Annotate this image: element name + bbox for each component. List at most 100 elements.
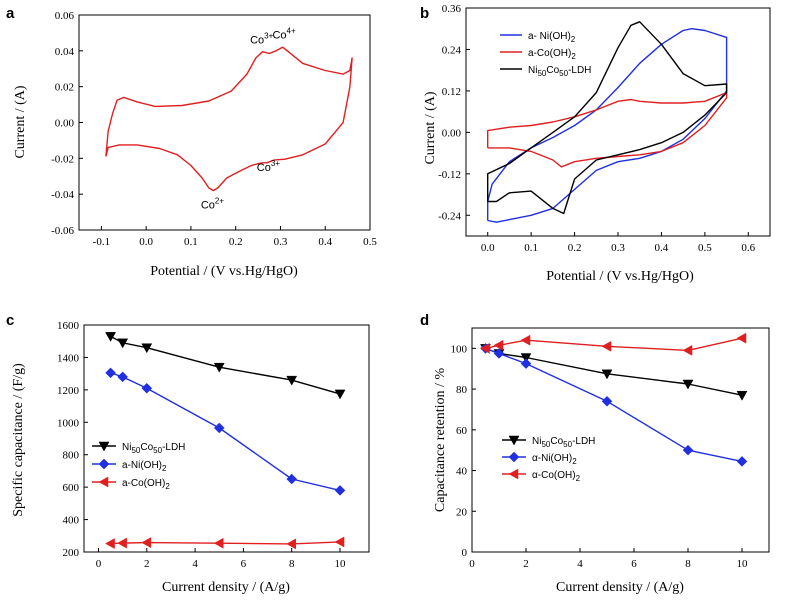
panel-d-data-point	[682, 344, 693, 356]
panel-c-ytick-label: 600	[63, 482, 80, 494]
panel-b-ytick-label: 0.36	[442, 3, 462, 15]
panel-b-xtick-label: 0.1	[524, 242, 538, 254]
panel-b-xtick-label: 0.2	[568, 242, 582, 254]
panel-a-frame	[78, 14, 371, 231]
panel-b-legend-label: Ni50Co50-LDH	[528, 65, 591, 78]
panel-d-data-point	[520, 334, 531, 346]
panel-d-legend: Ni50Co50-LDH α-Ni(OH)2 α-Co(OH)2	[502, 435, 595, 483]
panel-b-frame	[465, 7, 771, 237]
panel-c-xtick-label: 10	[335, 558, 347, 570]
panel-d-legend-marker	[508, 435, 520, 446]
panel-d-ytick-label: 80	[456, 384, 468, 396]
panel-c-data-point	[213, 362, 225, 373]
panel-d-data-point	[493, 348, 505, 359]
panel-b-ytick-label: 0.24	[442, 44, 462, 56]
panel-c-data-point	[141, 537, 152, 549]
panel-label-a: a	[6, 5, 15, 22]
panel-b-xtick-label: 0.5	[698, 242, 712, 254]
panel-b-xtick-label: 0.4	[655, 242, 669, 254]
panel-a-xtick-label: -0.1	[93, 236, 110, 248]
panel-c-ytick-label: 400	[63, 515, 80, 527]
panel-d-xtick-label: 6	[631, 558, 637, 570]
panel-a-xtick-label: 0.1	[184, 236, 198, 248]
panel-a-xtick-label: 0.2	[229, 236, 243, 248]
panel-c-data-point	[334, 485, 346, 496]
panel-d-data-point	[601, 369, 613, 380]
panel-c-data-point	[105, 538, 115, 549]
panel-c-ticks: 0 2 4 6 8 10 200 400 600 800 1000 1200 1400 1600	[57, 320, 346, 570]
panel-c-data-point	[105, 367, 116, 379]
panel-c-series	[105, 332, 346, 550]
panel-d-data-point	[493, 339, 504, 351]
panel-c-xtick-label: 2	[144, 558, 150, 570]
panel-b: b 0.0 0.1 0.2 0.3 0.4 0.5 0.6 -0.24 -0.12 0.00 0.1…	[420, 3, 771, 284]
panel-d-frame	[471, 327, 770, 553]
panel-a-ticks: -0.1 0.0 0.1 0.2 0.3 0.4 0.5 -0.06 -0.04 -0.02 0.0…	[51, 10, 377, 248]
panel-d-xtick-label: 8	[685, 558, 691, 570]
panel-c-data-point	[213, 537, 224, 549]
panel-a-ylabel: Current / (A)	[13, 85, 28, 158]
panel-c-data-point	[141, 343, 153, 354]
panel-c-data-point	[117, 338, 129, 349]
panel-b-xtick-label: 0.0	[481, 242, 495, 254]
panel-a-ytick-label: -0.04	[51, 189, 74, 201]
panel-d-legend-label: α-Ni(OH)2	[532, 453, 577, 466]
panel-b-ylabel: Current / (A)	[423, 91, 438, 164]
panel-d-ytick-label: 20	[456, 506, 468, 518]
panel-c-data-point	[141, 382, 153, 394]
panel-d-data-point	[479, 342, 490, 354]
panel-d-ytick-label: 100	[451, 343, 468, 355]
panel-b-xtick-label: 0.3	[611, 242, 625, 254]
panel-a-xtick-label: 0.4	[318, 236, 332, 248]
panel-c-xtick-label: 4	[192, 558, 198, 570]
panel-d-legend-marker	[508, 451, 520, 463]
panel-a-series-line-0	[105, 46, 353, 192]
panel-label-d: d	[420, 312, 429, 329]
panel-a-ytick-label: 0.06	[55, 10, 75, 22]
panel-c: c 0 2 4 6 8 10 200 400 600 800 1000 1200 1400 1600 Ni…	[6, 312, 370, 595]
panel-c-legend-marker	[98, 441, 110, 452]
panel-a-xtick-label: 0.3	[274, 236, 288, 248]
panel-c-data-point	[213, 422, 225, 434]
panel-c-data-point	[105, 332, 116, 342]
panel-d-xtick-label: 2	[523, 558, 529, 570]
panel-b-xtick-label: 0.6	[741, 242, 755, 254]
panel-c-legend-label: a-Co(OH)2	[122, 478, 170, 491]
panel-d-legend-label: Ni50Co50-LDH	[532, 436, 595, 449]
panel-a-annotation-1: Co4+	[272, 26, 296, 41]
panel-a-ytick-label: -0.02	[51, 153, 74, 165]
panel-a-annotation-0: Co3+	[250, 32, 274, 47]
panel-c-data-point	[286, 538, 296, 550]
panel-d-data-point	[682, 379, 694, 390]
panel-c-data-point	[334, 389, 346, 400]
panel-b-ytick-label: 0.12	[442, 86, 461, 98]
panel-c-data-point	[286, 375, 298, 386]
panel-c-legend-label: a-Ni(OH)2	[122, 460, 167, 473]
panel-d-data-point	[520, 353, 532, 364]
panel-b-series-line-1	[487, 91, 728, 168]
panel-d-legend-label: α-Co(OH)2	[532, 470, 581, 483]
panel-b-series-line-0	[487, 28, 728, 223]
panel-c-ytick-label: 1200	[57, 385, 80, 397]
panel-d-data-point	[682, 444, 694, 456]
panel-d-ytick-label: 40	[456, 466, 468, 478]
panel-a-annotation-3: Co2+	[201, 197, 225, 212]
panel-c-ytick-label: 200	[63, 547, 80, 559]
panel-a-annotation-2: Co3+	[257, 159, 281, 174]
panel-d-data-point	[736, 390, 748, 401]
panel-b-ytick-label: 0.00	[442, 127, 462, 139]
panel-d-xtick-label: 4	[577, 558, 583, 570]
panel-c-ytick-label: 800	[63, 450, 80, 462]
panel-d-data-point	[736, 332, 747, 344]
panel-a-ytick-label: 0.02	[55, 82, 74, 94]
panel-c-xtick-label: 8	[289, 558, 295, 570]
panel-b-series-line-2	[487, 21, 728, 215]
panel-label-c: c	[6, 312, 14, 329]
panel-c-data-point	[117, 371, 128, 383]
panel-c-legend: Ni50Co50-LDH a-Ni(OH)2 a-Co(OH)2	[92, 441, 185, 491]
panel-a-xtick-label: 0.5	[363, 236, 377, 248]
panel-c-legend-marker	[98, 476, 109, 488]
